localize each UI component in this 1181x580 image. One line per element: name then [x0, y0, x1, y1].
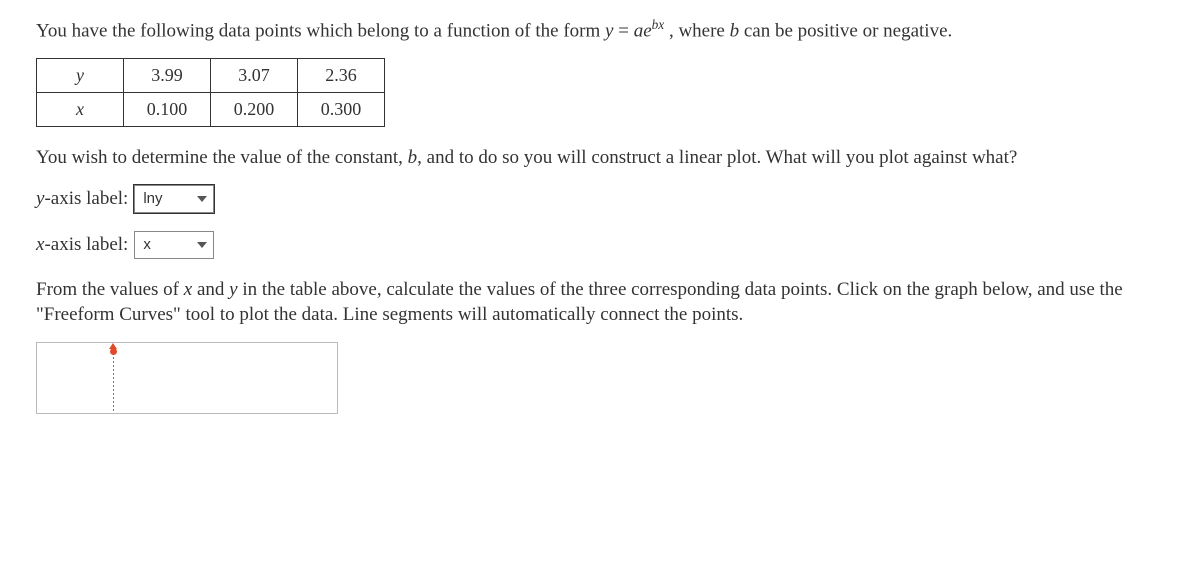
prompt1-post: , and to do so you will construct a line…	[417, 147, 1017, 168]
table-row: y 3.99 3.07 2.36	[37, 58, 385, 92]
y-axis-select[interactable]: lny	[134, 185, 214, 213]
intro-text-tail: can be positive or negative.	[744, 20, 952, 41]
y-axis-row: y-axis label: lny	[36, 185, 1145, 213]
prompt2-pre: From the values of	[36, 279, 184, 300]
cell-x-1: 0.200	[211, 92, 298, 126]
prompt2-x: x	[184, 279, 192, 300]
eq-a: a	[634, 20, 644, 41]
intro-text-post: , where	[669, 20, 730, 41]
prompt1-pre: You wish to determine the value of the c…	[36, 147, 408, 168]
prompt1-b: b	[408, 147, 418, 168]
x-axis-select-value: x	[143, 236, 151, 253]
x-axis-label: x-axis label:	[36, 234, 128, 256]
eq-equals: =	[618, 20, 633, 41]
row-x-label: x	[76, 99, 84, 119]
plot-area[interactable]	[36, 342, 338, 414]
x-axis-row: x-axis label: x	[36, 231, 1145, 259]
table-row: x 0.100 0.200 0.300	[37, 92, 385, 126]
data-table: y 3.99 3.07 2.36 x 0.100 0.200 0.300	[36, 58, 385, 127]
eq-lhs: y	[605, 20, 613, 41]
plot-vertical-axis	[113, 349, 114, 413]
chevron-down-icon	[197, 242, 207, 248]
row-y-label: y	[76, 65, 84, 85]
prompt2-y: y	[229, 279, 237, 300]
y-axis-select-value: lny	[143, 190, 162, 207]
prompt2-and: and	[192, 279, 229, 300]
prompt-2: From the values of x and y in the table …	[36, 277, 1145, 328]
plot-origin-dot-icon	[110, 348, 117, 355]
x-axis-suffix: -axis label:	[44, 234, 128, 255]
cell-y-1: 3.07	[211, 58, 298, 92]
cell-x-2: 0.300	[298, 92, 385, 126]
cell-y-2: 2.36	[298, 58, 385, 92]
cell-x-0: 0.100	[124, 92, 211, 126]
eq-exp: bx	[652, 17, 665, 32]
y-axis-label: y-axis label:	[36, 188, 128, 210]
row-x-header: x	[37, 92, 124, 126]
y-axis-suffix: -axis label:	[44, 188, 128, 209]
chevron-down-icon	[197, 196, 207, 202]
row-y-header: y	[37, 58, 124, 92]
x-axis-select[interactable]: x	[134, 231, 214, 259]
intro-b: b	[730, 20, 740, 41]
intro-text-pre: You have the following data points which…	[36, 20, 605, 41]
cell-y-0: 3.99	[124, 58, 211, 92]
eq-e: e	[643, 20, 651, 41]
prompt-1: You wish to determine the value of the c…	[36, 145, 1145, 171]
intro-paragraph: You have the following data points which…	[36, 16, 1145, 44]
